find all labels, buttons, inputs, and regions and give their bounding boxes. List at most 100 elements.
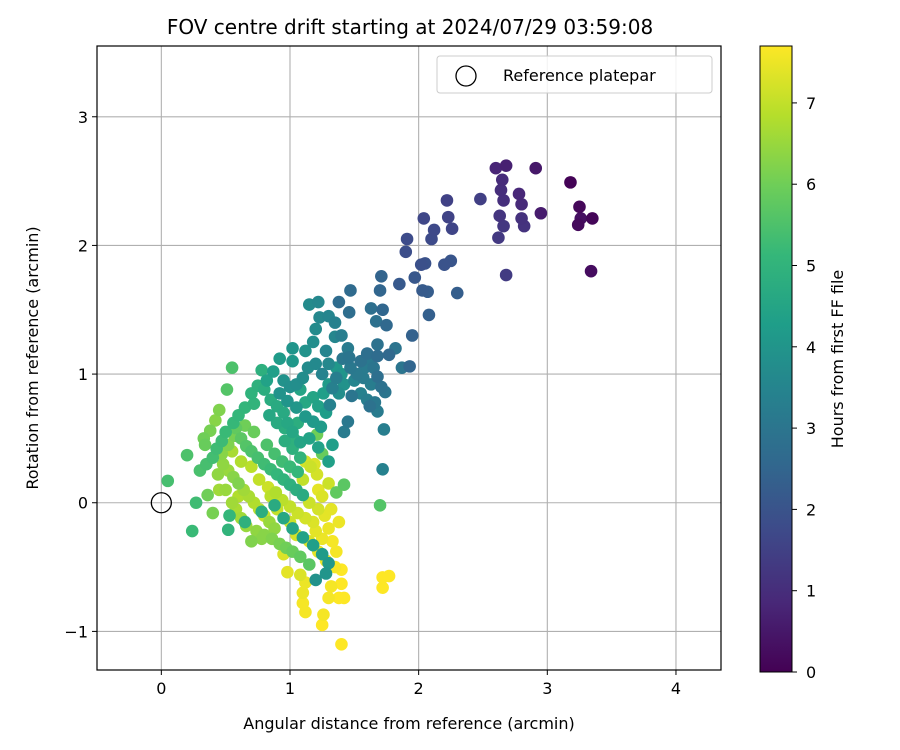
data-point: [219, 483, 232, 497]
data-point: [263, 408, 276, 422]
data-point: [311, 502, 325, 516]
data-point: [302, 432, 316, 445]
legend-marker-icon: [455, 65, 477, 87]
data-point: [255, 363, 268, 377]
data-point: [499, 268, 513, 282]
legend: Reference platepar: [436, 55, 713, 94]
data-point: [324, 502, 338, 516]
data-point: [332, 295, 346, 309]
data-point: [185, 524, 199, 538]
data-point: [290, 401, 303, 414]
data-point: [326, 535, 339, 548]
colorbar-tick-label: 1: [806, 582, 816, 601]
data-point: [206, 506, 220, 520]
data-point: [363, 399, 377, 413]
data-point: [337, 591, 351, 605]
data-point: [344, 284, 357, 297]
data-point: [344, 361, 357, 374]
x-tick-label: 4: [671, 679, 681, 698]
data-point: [247, 425, 261, 439]
data-point: [497, 194, 510, 207]
data-point: [564, 176, 577, 189]
data-point: [337, 425, 351, 439]
data-point: [269, 486, 283, 499]
data-point: [335, 329, 348, 342]
data-point: [286, 425, 299, 439]
data-point: [534, 206, 548, 220]
data-point: [209, 414, 222, 427]
data-point: [427, 223, 441, 237]
data-point: [375, 270, 388, 283]
data-point: [371, 349, 384, 363]
data-point: [330, 486, 343, 499]
data-point: [369, 315, 383, 328]
data-point: [474, 192, 487, 206]
data-point: [382, 569, 396, 583]
data-point: [512, 187, 526, 201]
data-point: [245, 535, 258, 548]
data-point: [360, 347, 374, 360]
data-point: [492, 231, 505, 245]
data-point: [268, 499, 281, 512]
data-point: [438, 258, 451, 272]
data-point: [337, 478, 351, 492]
data-point: [335, 637, 348, 651]
data-points: [161, 159, 599, 651]
data-point: [225, 361, 239, 374]
data-point: [371, 370, 384, 383]
data-point: [266, 365, 280, 378]
data-point: [260, 374, 274, 387]
data-point: [371, 338, 384, 351]
data-point: [161, 474, 175, 488]
data-point: [311, 295, 325, 309]
data-point: [417, 212, 431, 225]
reference-platepar-marker: [150, 492, 172, 514]
data-point: [247, 397, 261, 410]
y-axis-ticks: −1 0 1 2 3: [64, 108, 97, 641]
data-point: [586, 212, 599, 225]
data-point: [293, 568, 307, 582]
data-point: [440, 194, 454, 207]
data-point: [326, 381, 339, 395]
data-point: [400, 232, 414, 246]
reference-layer: [150, 492, 172, 514]
data-point: [223, 509, 236, 522]
data-point: [260, 438, 274, 452]
data-point: [296, 586, 310, 600]
data-point: [414, 258, 428, 272]
data-point: [342, 351, 356, 364]
data-point: [220, 383, 234, 396]
data-point: [495, 173, 509, 187]
data-point: [345, 389, 359, 403]
data-point: [322, 591, 335, 605]
data-point: [422, 308, 436, 322]
data-point: [216, 457, 230, 471]
data-point: [375, 380, 388, 394]
data-point: [309, 573, 323, 587]
data-point: [277, 511, 290, 525]
data-point: [324, 580, 338, 593]
data-point: [198, 438, 212, 452]
data-point: [245, 460, 258, 474]
data-point: [445, 222, 459, 235]
data-point: [322, 556, 335, 570]
data-point: [408, 271, 422, 284]
data-point: [450, 286, 464, 300]
data-point: [335, 577, 348, 591]
data-point: [382, 348, 396, 362]
data-point: [299, 410, 312, 423]
data-point: [238, 515, 252, 529]
data-point: [584, 264, 598, 278]
data-point: [393, 277, 406, 291]
data-point: [322, 477, 335, 490]
data-point: [306, 335, 320, 349]
data-point: [281, 565, 294, 579]
data-point: [268, 522, 281, 535]
data-point: [328, 316, 342, 329]
x-tick-label: 0: [156, 679, 166, 698]
data-point: [317, 608, 330, 621]
data-point: [373, 499, 387, 512]
data-point: [270, 416, 284, 430]
data-point: [364, 302, 378, 315]
data-point: [299, 344, 312, 358]
